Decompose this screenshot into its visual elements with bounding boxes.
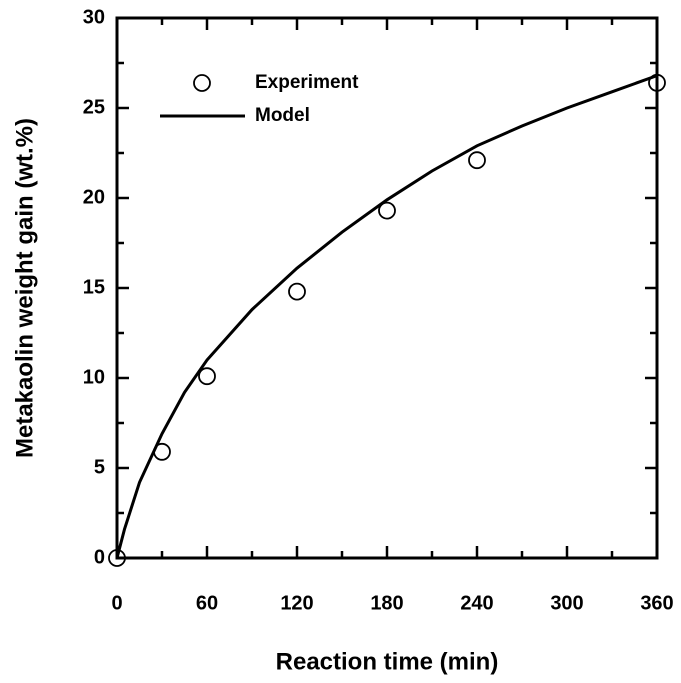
legend-label: Experiment bbox=[255, 72, 359, 93]
data-point bbox=[108, 549, 126, 567]
x-tick-label: 300 bbox=[550, 592, 583, 614]
data-point bbox=[198, 367, 216, 386]
x-axis-label: Reaction time (min) bbox=[276, 648, 499, 675]
y-tick-label: 5 bbox=[94, 456, 105, 478]
y-tick-label: 25 bbox=[83, 96, 105, 118]
y-tick-label: 10 bbox=[83, 366, 105, 388]
legend-marker bbox=[193, 74, 211, 92]
x-tick-label: 180 bbox=[370, 592, 403, 614]
data-point bbox=[378, 201, 396, 220]
y-tick-label: 30 bbox=[83, 6, 105, 28]
y-tick-label: 15 bbox=[83, 276, 105, 298]
plot-frame bbox=[115, 16, 659, 560]
x-tick-label: 360 bbox=[640, 592, 673, 614]
data-point bbox=[468, 151, 486, 170]
data-point bbox=[288, 282, 306, 301]
model-line bbox=[115, 74, 658, 559]
x-tick-label: 60 bbox=[196, 592, 218, 614]
x-tick-label: 120 bbox=[280, 592, 313, 614]
legend-label: Model bbox=[255, 105, 310, 126]
y-axis-label: Metakaolin weight gain (wt.%) bbox=[11, 118, 38, 458]
x-tick-label: 0 bbox=[111, 592, 122, 614]
data-point bbox=[648, 73, 666, 92]
x-tick-label: 240 bbox=[460, 592, 493, 614]
y-tick-label: 20 bbox=[83, 186, 105, 208]
y-tick-label: 0 bbox=[94, 546, 105, 568]
